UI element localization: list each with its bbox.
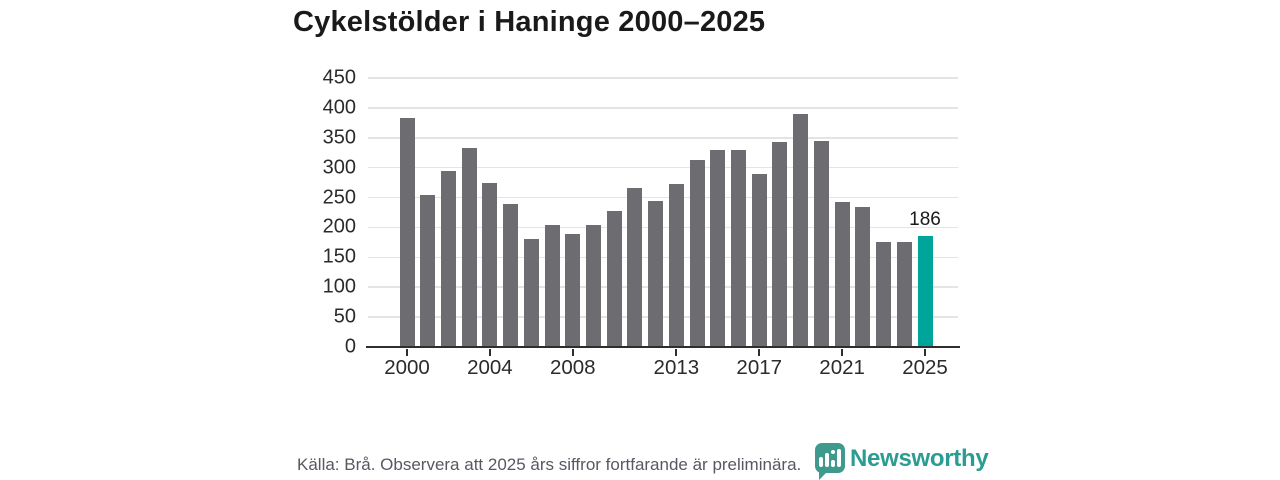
bar-2003 — [461, 147, 477, 347]
y-tick-label: 350 — [322, 126, 356, 149]
x-axis-tick — [841, 349, 844, 356]
logo-chart-bar — [825, 453, 829, 467]
bar-2017 — [751, 173, 767, 347]
newsworthy-logo[interactable]: Newsworthy — [815, 442, 995, 480]
y-tick-label: 400 — [322, 96, 356, 119]
bar-2008 — [565, 234, 581, 347]
bar-2015 — [710, 149, 726, 347]
bar-2025 — [917, 235, 933, 347]
x-axis-tick — [406, 349, 408, 356]
bar-2004 — [482, 183, 498, 347]
bar-2005 — [503, 203, 519, 347]
newsworthy-logo-tail — [819, 471, 828, 480]
bar-2020 — [813, 140, 829, 347]
gridline — [368, 166, 958, 169]
bar-2011 — [627, 188, 643, 347]
chart-title: Cykelstölder i Haninge 2000–2025 — [293, 6, 766, 38]
highlight-value-label: 186 — [909, 208, 941, 230]
logo-chart-bar — [819, 457, 823, 467]
y-tick-label: 50 — [333, 305, 356, 328]
bar-2013 — [668, 183, 684, 347]
bar-2010 — [606, 211, 622, 347]
y-tick-label: 150 — [322, 245, 356, 268]
logo-chart-dot — [831, 450, 835, 454]
plot-area: 186 — [366, 77, 960, 356]
gridline — [368, 107, 958, 109]
x-axis-tick — [571, 349, 574, 356]
x-tick-label: 2025 — [902, 356, 948, 379]
bar-2024 — [896, 241, 912, 347]
bar-2000 — [399, 118, 415, 347]
gridline — [368, 137, 958, 139]
bar-2012 — [648, 201, 664, 347]
x-axis-labels: 2000 2004 2008 2013 2017 2021 2025 — [368, 356, 958, 384]
bar-2014 — [689, 159, 705, 347]
gridline — [368, 77, 958, 79]
x-tick-label: 2004 — [467, 356, 513, 379]
x-axis-tick — [924, 349, 926, 356]
bar-2023 — [876, 242, 892, 347]
y-tick-label: 0 — [344, 335, 356, 358]
x-tick-label: 2013 — [653, 356, 700, 379]
logo-chart-bar — [837, 449, 841, 467]
bar-2016 — [731, 149, 747, 347]
bar-2018 — [772, 141, 788, 347]
logo-chart-bar — [831, 460, 835, 467]
source-note: Källa: Brå. Observera att 2025 års siffr… — [297, 455, 802, 474]
bar-2007 — [544, 225, 560, 347]
x-axis-tick — [675, 349, 678, 356]
gridline — [368, 196, 958, 199]
y-axis-labels: 0 50 100 150 200 250 300 350 400 450 — [0, 67, 356, 358]
bar-2006 — [523, 239, 539, 347]
newsworthy-logo-text: Newsworthy — [850, 445, 989, 472]
x-axis-tick — [758, 349, 761, 356]
y-tick-label: 250 — [322, 186, 356, 209]
y-tick-label: 200 — [322, 215, 356, 238]
x-tick-label: 2000 — [384, 356, 430, 379]
x-tick-label: 2017 — [736, 356, 783, 379]
x-tick-label: 2008 — [549, 356, 596, 379]
bar-2002 — [440, 170, 456, 347]
bar-2001 — [420, 194, 436, 347]
y-tick-label: 100 — [322, 275, 356, 298]
y-tick-label: 300 — [322, 156, 356, 179]
y-tick-label: 450 — [322, 66, 356, 89]
bar-2021 — [834, 201, 850, 347]
x-tick-label: 2021 — [819, 356, 865, 379]
bar-2022 — [855, 207, 871, 347]
x-axis-tick — [488, 349, 491, 356]
newsworthy-logo-icon — [815, 443, 845, 473]
bar-2019 — [793, 113, 809, 347]
bar-2009 — [585, 225, 601, 347]
x-axis-line — [366, 345, 960, 348]
